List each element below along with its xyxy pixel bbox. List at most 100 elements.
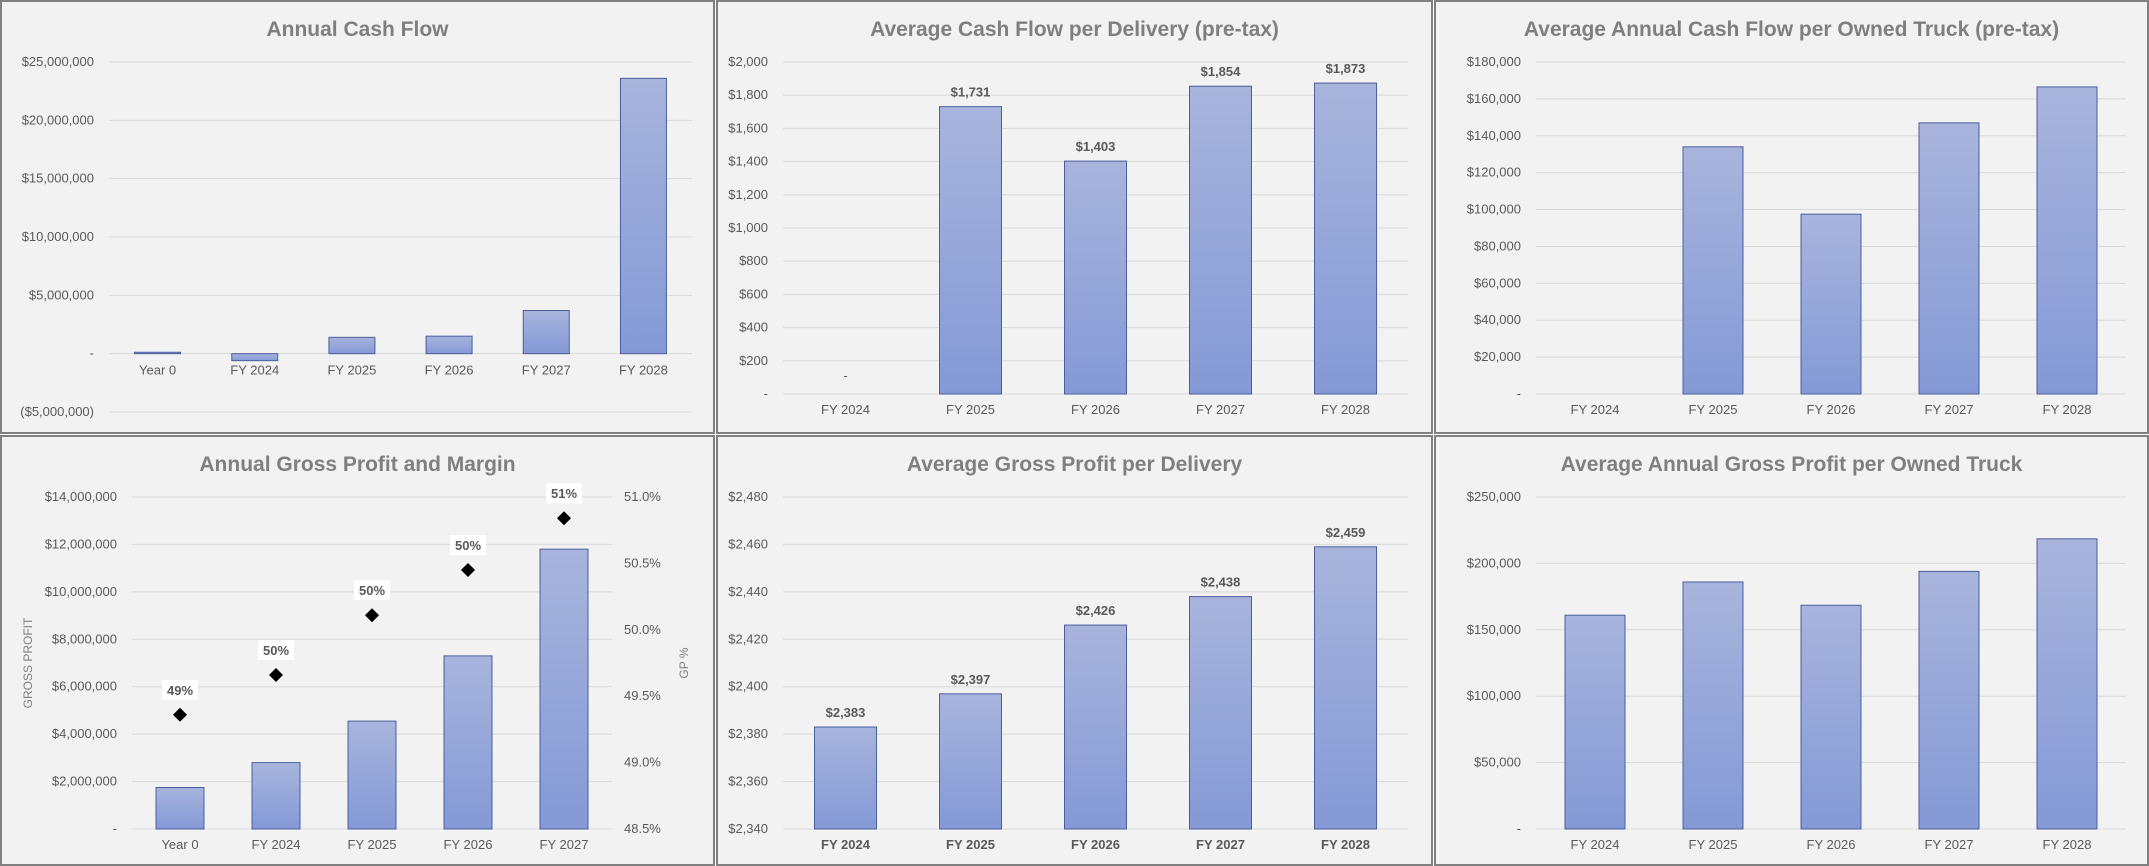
x-tick-label: FY 2027 — [540, 837, 589, 852]
y-tick-label: - — [113, 821, 117, 836]
bar — [539, 548, 589, 830]
y-tick-label: $2,360 — [728, 774, 768, 789]
y-tick-label: $60,000 — [1474, 275, 1521, 290]
x-tick-label: FY 2025 — [348, 837, 397, 852]
data-label: $1,873 — [1326, 61, 1366, 76]
x-tick-label: FY 2027 — [1196, 837, 1245, 852]
x-tick-label: FY 2027 — [522, 363, 571, 378]
bar — [1314, 82, 1377, 395]
data-label: $2,459 — [1326, 525, 1366, 540]
y-tick-label: $400 — [739, 320, 768, 335]
marker-label: 50% — [455, 538, 481, 553]
y-tick-label: $100,000 — [1467, 202, 1521, 217]
y-tick-label: $100,000 — [1467, 688, 1521, 703]
y-tick-label: $2,420 — [728, 631, 768, 646]
data-label: $2,426 — [1076, 603, 1116, 618]
panel-avg-cash-flow-per-delivery: Average Cash Flow per Delivery (pre-tax)… — [716, 0, 1433, 434]
bar — [347, 720, 397, 830]
y-tick-label: $1,600 — [728, 120, 768, 135]
y-tick-label: $2,400 — [728, 679, 768, 694]
x-tick-label: FY 2026 — [1071, 402, 1120, 417]
x-tick-label: FY 2028 — [619, 363, 668, 378]
bar — [2036, 86, 2098, 395]
bar — [1314, 546, 1377, 830]
y-tick-label: $10,000,000 — [22, 229, 94, 244]
x-tick-label: FY 2027 — [1925, 402, 1974, 417]
panel-avg-annual-gross-profit-per-truck: Average Annual Gross Profit per Owned Tr… — [1434, 435, 2149, 866]
y-tick-label: $14,000,000 — [45, 489, 117, 504]
x-tick-label: FY 2027 — [1925, 837, 1974, 852]
avg-gross-profit-per-delivery-chart: Average Gross Profit per Delivery $2,480 $… — [728, 453, 1408, 852]
bar — [619, 77, 667, 355]
y-tick-label: $5,000,000 — [29, 287, 94, 302]
y-tick-label: $250,000 — [1467, 489, 1521, 504]
x-tick-label: FY 2025 — [946, 837, 995, 852]
bar — [155, 787, 205, 830]
gp-margin-marker — [269, 667, 283, 682]
bar — [1564, 614, 1626, 830]
secondary-y-tick-label: 49.5% — [624, 688, 661, 703]
secondary-y-tick-label: 48.5% — [624, 821, 661, 836]
y-tick-label: $10,000,000 — [45, 584, 117, 599]
y-tick-label: ($5,000,000) — [20, 404, 94, 419]
x-tick-label: FY 2025 — [1689, 837, 1738, 852]
data-label: - — [843, 368, 847, 383]
bar — [134, 351, 182, 355]
x-tick-label: FY 2024 — [230, 363, 279, 378]
y-tick-label: $140,000 — [1467, 128, 1521, 143]
secondary-y-axis-title: GP % — [677, 647, 691, 678]
x-tick-label: FY 2026 — [1807, 402, 1856, 417]
y-tick-label: $180,000 — [1467, 54, 1521, 69]
y-tick-label: $2,440 — [728, 584, 768, 599]
y-tick-label: $200 — [739, 353, 768, 368]
y-tick-label: $4,000,000 — [52, 726, 117, 741]
y-tick-label: $2,340 — [728, 821, 768, 836]
marker-label-box — [546, 483, 582, 504]
secondary-y-tick-label: 51.0% — [624, 489, 661, 504]
y-tick-label: - — [764, 386, 768, 401]
chart-title: Annual Cash Flow — [266, 18, 449, 41]
y-tick-label: - — [90, 346, 94, 361]
marker-label: 50% — [263, 643, 289, 658]
chart-title: Average Annual Cash Flow per Owned Truck… — [1524, 18, 2059, 41]
secondary-y-tick-label: 50.0% — [624, 622, 661, 637]
chart-title: Average Gross Profit per Delivery — [907, 453, 1243, 476]
x-tick-label: FY 2026 — [425, 363, 474, 378]
x-tick-label: FY 2024 — [252, 837, 301, 852]
y-tick-label: $50,000 — [1474, 755, 1521, 770]
y-axis-title: GROSS PROFIT — [21, 617, 35, 708]
x-tick-label: FY 2027 — [1196, 402, 1245, 417]
bar — [1918, 122, 1980, 395]
y-tick-label: $800 — [739, 253, 768, 268]
y-tick-label: $200,000 — [1467, 555, 1521, 570]
y-tick-label: $15,000,000 — [22, 171, 94, 186]
avg-annual-gross-profit-per-truck-chart: Average Annual Gross Profit per Owned Tr… — [1467, 453, 2126, 852]
y-tick-label: $25,000,000 — [22, 54, 94, 69]
x-tick-label: FY 2025 — [1689, 402, 1738, 417]
x-tick-label: FY 2026 — [444, 837, 493, 852]
bar — [1064, 624, 1127, 830]
y-tick-label: $40,000 — [1474, 312, 1521, 327]
bar — [1918, 570, 1980, 830]
x-tick-label: FY 2028 — [2043, 402, 2092, 417]
y-tick-label: $2,000 — [728, 54, 768, 69]
bar — [1682, 146, 1744, 395]
y-tick-label: $12,000,000 — [45, 536, 117, 551]
annual-gross-profit-margin-chart: Annual Gross Profit and Margin $14,000,00… — [21, 453, 691, 852]
x-tick-label: FY 2024 — [821, 837, 871, 852]
panel-annual-cash-flow: Annual Cash Flow $25,000,000 $20,000,000 $1… — [0, 0, 715, 434]
annual-cash-flow-chart: Annual Cash Flow $25,000,000 $20,000,000 $1… — [20, 18, 692, 419]
avg-annual-cash-flow-per-truck-chart: Average Annual Cash Flow per Owned Truck… — [1467, 18, 2126, 417]
bar — [1189, 85, 1252, 395]
marker-label-box — [450, 535, 486, 556]
y-tick-label: $1,200 — [728, 187, 768, 202]
marker-label: 49% — [167, 683, 193, 698]
x-tick-label: FY 2025 — [946, 402, 995, 417]
marker-label-box — [354, 580, 390, 601]
gp-margin-marker — [557, 511, 571, 526]
data-label: $1,854 — [1201, 64, 1242, 79]
y-tick-label: - — [1517, 386, 1521, 401]
y-tick-label: $1,400 — [728, 154, 768, 169]
bar — [251, 762, 301, 830]
